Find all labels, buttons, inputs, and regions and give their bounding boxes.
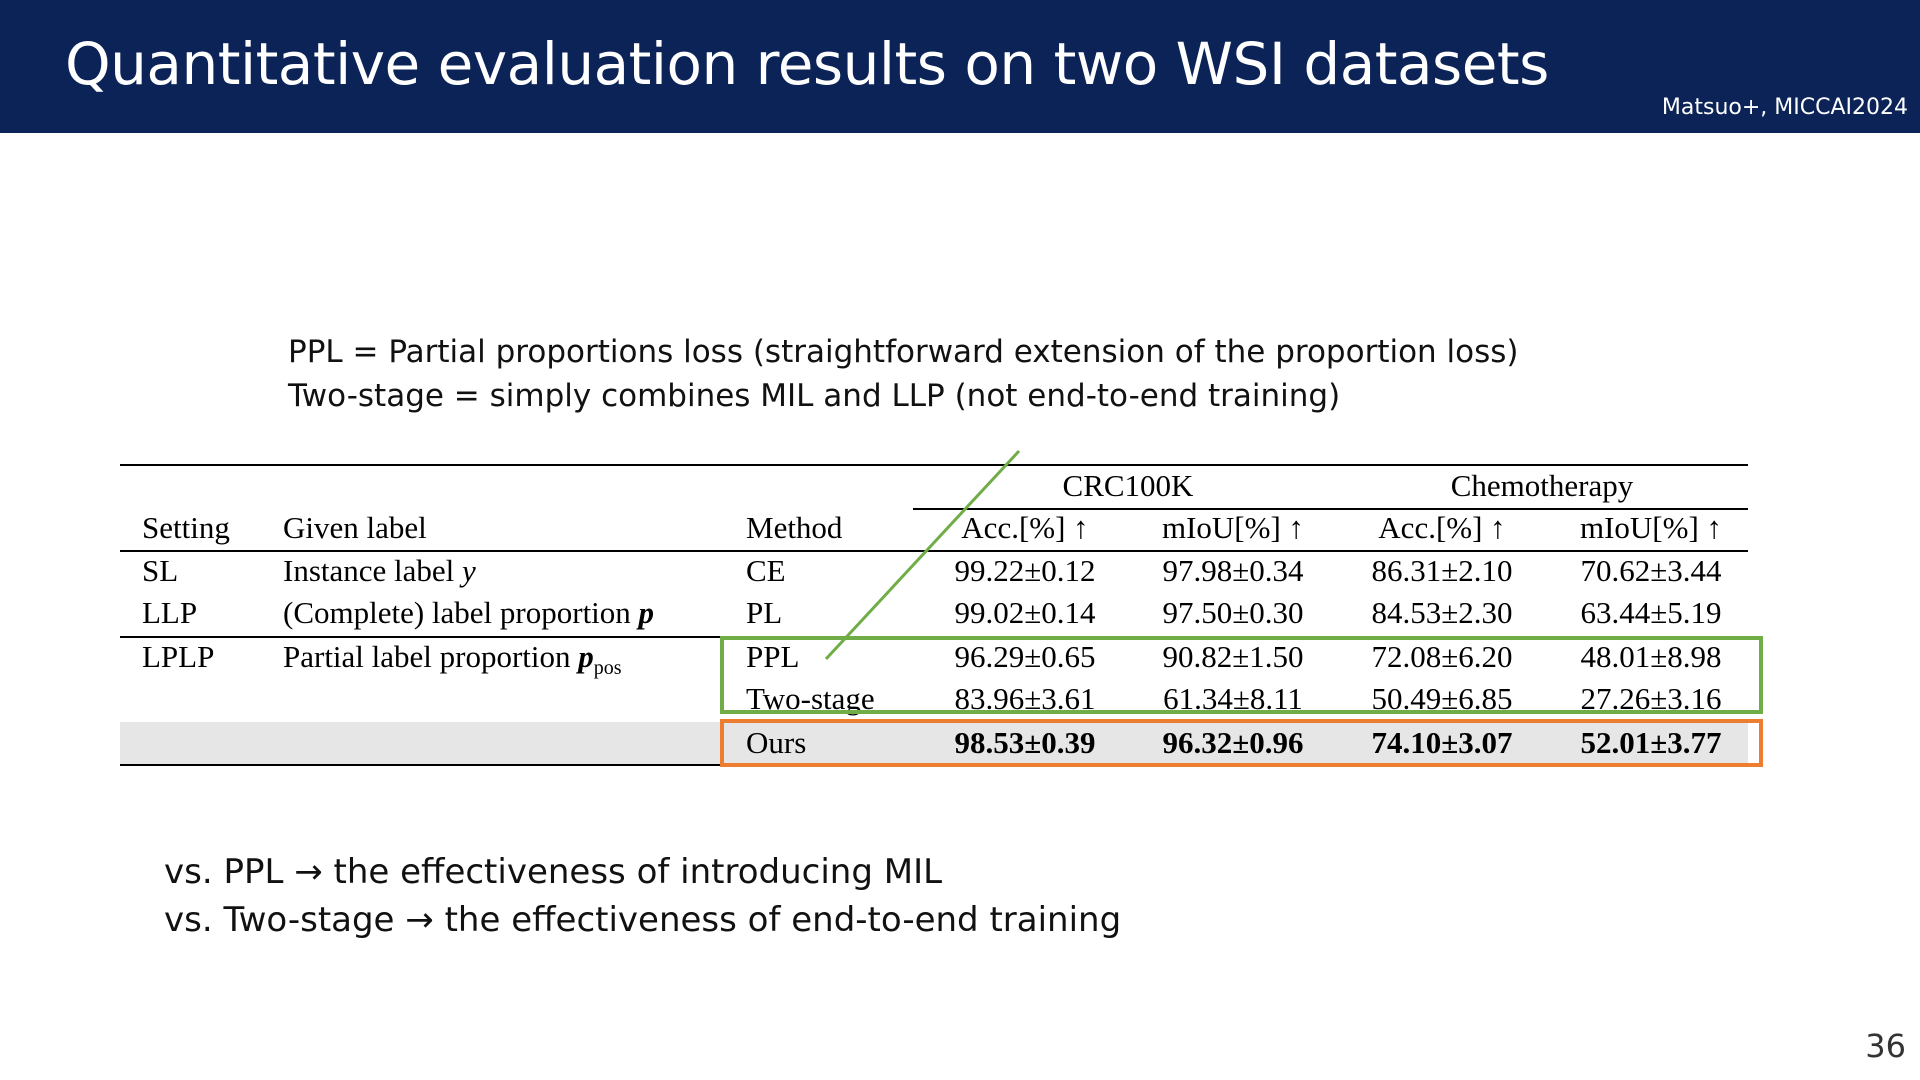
label-subscript: pos (593, 657, 622, 680)
table-row-cell-given-label: Partial label proportion ppos (283, 639, 622, 680)
group-rule (913, 508, 1748, 510)
note-ppl: vs. PPL → the effectiveness of introduci… (164, 852, 943, 892)
header-rule (120, 550, 1748, 552)
page-number: 36 (1865, 1027, 1906, 1065)
ours-row-background (120, 722, 1748, 764)
col-header-chemo-miou: mIoU[%] ↑ (1579, 510, 1723, 545)
col-header-crc-miou: mIoU[%] ↑ (1161, 510, 1305, 545)
group-header-chemotherapy: Chemotherapy (1450, 468, 1634, 503)
table-row-cell-chemo-miou: 63.44±5.19 (1580, 595, 1722, 630)
table-row-cell-crc-acc: 99.02±0.14 (954, 595, 1096, 630)
col-header-chemo-acc: Acc.[%] ↑ (1378, 510, 1506, 545)
col-header-crc-acc: Acc.[%] ↑ (961, 510, 1089, 545)
table-row-cell-chemo-miou: 52.01±3.77 (1580, 725, 1722, 760)
table-row-cell-given-label: Instance label y (283, 553, 476, 588)
table-row-cell-chemo-acc: 86.31±2.10 (1371, 553, 1513, 588)
top-rule (120, 464, 1748, 466)
table-row-cell-method: PL (746, 595, 783, 630)
table-row-cell-setting: LPLP (142, 639, 215, 674)
slide-title: Quantitative evaluation results on two W… (65, 30, 1549, 98)
label-symbol: p (578, 639, 594, 674)
table-row-cell-crc-miou: 97.50±0.30 (1162, 595, 1304, 630)
ours-highlight-box (720, 719, 1763, 767)
citation: Matsuo+, MICCAI2024 (1661, 95, 1908, 120)
definition-ppl: PPL = Partial proportions loss (straight… (288, 334, 1519, 370)
table-row-cell-setting: SL (142, 553, 179, 588)
table-row-cell-crc-acc: 99.22±0.12 (954, 553, 1096, 588)
table-row-cell-method: Ours (746, 725, 807, 760)
definitions: PPL = Partial proportions loss (straight… (288, 330, 1519, 418)
note-two-stage: vs. Two-stage → the effectiveness of end… (164, 900, 1122, 940)
group-header-crc100k: CRC100K (1062, 468, 1194, 503)
table-row-cell-given-label: (Complete) label proportion p (283, 595, 655, 630)
table-row-cell-chemo-acc: 84.53±2.30 (1371, 595, 1513, 630)
table-row-cell-crc-acc: 98.53±0.39 (954, 725, 1096, 760)
table-row-cell-setting: LLP (142, 595, 198, 630)
col-header-setting: Setting (142, 510, 230, 545)
table-row-cell-method: PPL (746, 639, 800, 674)
table-row-cell-crc-miou: 97.98±0.34 (1162, 553, 1304, 588)
comparison-highlight-box (720, 636, 1763, 714)
annotation-stroke (824, 449, 1021, 661)
table-row-cell-crc-acc: 96.29±0.65 (954, 639, 1096, 674)
table-row-cell-chemo-miou: 70.62±3.44 (1580, 553, 1722, 588)
notes: vs. PPL → the effectiveness of introduci… (164, 848, 1121, 944)
slide-header: Quantitative evaluation results on two W… (0, 0, 1920, 133)
definition-two-stage: Two-stage = simply combines MIL and LLP … (288, 378, 1341, 414)
col-header-method: Method (746, 510, 843, 545)
table-row-cell-chemo-miou: 48.01±8.98 (1580, 639, 1722, 674)
label-symbol: y (462, 553, 476, 588)
col-header-given-label: Given label (283, 510, 427, 545)
table-row-cell-method: CE (746, 553, 786, 588)
table-row-cell-chemo-acc: 74.10±3.07 (1371, 725, 1513, 760)
table-row-cell-crc-miou: 96.32±0.96 (1162, 725, 1304, 760)
table-row-cell-crc-miou: 90.82±1.50 (1162, 639, 1304, 674)
label-symbol: p (638, 595, 655, 630)
table-row-cell-chemo-acc: 72.08±6.20 (1371, 639, 1513, 674)
